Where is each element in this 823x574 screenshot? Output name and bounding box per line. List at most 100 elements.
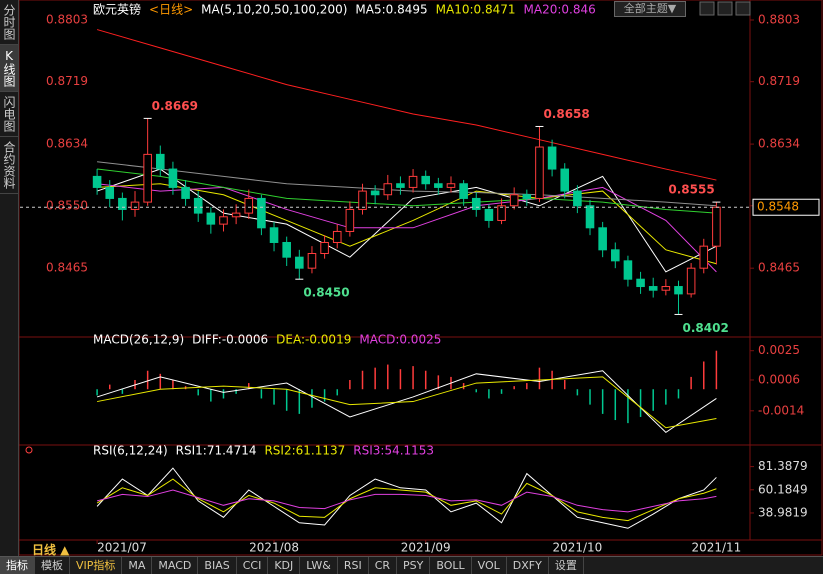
y-tick-label-left: 0.8550	[46, 198, 88, 212]
x-tick-label: 2021/11	[691, 541, 741, 555]
indicator-line	[97, 183, 717, 273]
candle-body	[598, 227, 607, 251]
bottom-tab[interactable]: DXFY	[507, 557, 549, 574]
side-tabs: 分时图 K线图 闪电图 合约资料	[0, 0, 19, 556]
candle-body	[396, 183, 405, 188]
legend-label: MACD(26,12,9)	[93, 333, 184, 347]
legend-label: <日线>	[149, 3, 193, 17]
legend-label: RSI(6,12,24)	[93, 444, 168, 458]
panel-icon	[25, 446, 33, 454]
window-button[interactable]	[699, 1, 715, 16]
y-tick-label: 81.3879	[758, 459, 808, 473]
y-tick-label: 0.8719	[758, 74, 800, 88]
y-tick-label: 38.9819	[758, 505, 808, 519]
candle-body	[143, 153, 152, 203]
candle-body	[648, 286, 658, 291]
bottom-tab[interactable]: RSI	[338, 557, 369, 574]
legend-label: DEA:-0.0019	[276, 333, 351, 347]
legend-label: MA10:0.8471	[436, 3, 516, 17]
side-tab[interactable]: 合约资料	[0, 137, 18, 194]
side-tab[interactable]: 闪电图	[0, 92, 18, 137]
candle-body	[345, 208, 355, 232]
candle-body	[231, 212, 241, 218]
bottom-tab[interactable]: 设置	[549, 557, 584, 574]
side-tab[interactable]: 分时图	[0, 0, 18, 45]
bottom-tab[interactable]: VOL	[472, 557, 507, 574]
bottom-tab[interactable]: CCI	[237, 557, 269, 574]
candle-body	[446, 183, 456, 188]
candle-body	[535, 146, 544, 199]
legend-label: MA20:0.846	[524, 3, 596, 17]
candle-body	[219, 216, 228, 225]
candle-body	[623, 260, 633, 280]
indicator-line	[96, 467, 717, 529]
candle-body	[370, 190, 380, 196]
side-tab[interactable]: K线图	[0, 45, 18, 92]
chart: 0.8803 0.8803 0.8719 0.8719 0.8634 0.8634 0.85…	[18, 0, 823, 556]
plot-frame	[18, 0, 823, 556]
bottom-tab[interactable]: BIAS	[198, 557, 237, 574]
last-price-label: 0.8548	[757, 200, 799, 214]
x-tick-label: 2021/10	[552, 541, 602, 555]
y-tick-label-left: 0.8803	[46, 13, 88, 27]
indicator-line	[96, 489, 717, 513]
extreme-label: 0.8669	[152, 99, 198, 113]
bottom-tab[interactable]: MA	[122, 557, 153, 574]
y-tick-label: 0.8465	[758, 261, 800, 275]
candle-body	[105, 186, 115, 199]
bottom-tab[interactable]: MACD	[152, 557, 199, 574]
extreme-label: 0.8555	[668, 183, 714, 197]
y-tick-label-left: 0.8634	[46, 137, 88, 151]
x-tick-label: 2021/09	[401, 541, 451, 555]
candle-body	[585, 205, 595, 229]
extreme-label: 0.8450	[303, 286, 349, 300]
window-button[interactable]	[717, 1, 733, 16]
candle-body	[332, 230, 342, 243]
candle-body	[509, 194, 519, 207]
legend-label: 欧元英镑	[93, 2, 141, 17]
indicator-line	[96, 168, 717, 273]
x-tick-label: 2021/08	[249, 541, 299, 555]
extreme-label: 0.8658	[543, 107, 589, 121]
candle-body	[358, 190, 367, 210]
y-tick-label: 0.8803	[758, 13, 800, 27]
bottom-tab[interactable]: 指标	[0, 557, 35, 574]
y-tick-label: 0.8634	[758, 137, 800, 151]
candle-body	[471, 197, 481, 210]
indicator-line	[97, 376, 717, 429]
indicator-line	[97, 161, 717, 207]
candle-body	[295, 256, 304, 269]
bottom-tab[interactable]: PSY	[397, 557, 431, 574]
candle-body	[661, 286, 671, 291]
indicator-line	[96, 478, 717, 522]
window-button[interactable]	[735, 1, 751, 16]
indicator-line	[96, 29, 717, 181]
bottom-tab[interactable]: 模板	[35, 557, 70, 574]
legend-label: DIFF:-0.0006	[192, 333, 268, 347]
candle-body	[118, 197, 127, 210]
bottom-tab[interactable]: BOLL	[430, 557, 472, 574]
legend-label: RSI2:61.1137	[264, 444, 345, 458]
bottom-tab[interactable]: KDJ	[268, 557, 301, 574]
candle-body	[92, 175, 102, 188]
indicator-line	[97, 183, 717, 265]
y-tick-label-left: 0.8719	[46, 74, 88, 88]
candle-body	[484, 208, 494, 221]
bottom-tabs: 指标 模板 VIP指标 MA MACD BIAS CCI KDJ LW& RSI CR PSY BOLL…	[0, 556, 823, 574]
candle-body	[257, 197, 266, 229]
candle-body	[130, 201, 140, 210]
period-label[interactable]: 日线 ▲	[32, 543, 70, 557]
candle-body	[181, 186, 190, 199]
last-price-box	[752, 198, 820, 216]
candle-body	[269, 227, 279, 243]
candle-body	[206, 212, 216, 225]
candle-body	[244, 197, 254, 214]
candle-body	[168, 168, 178, 188]
candle-body	[573, 190, 582, 207]
theme-button[interactable]: 全部主题▼	[614, 1, 686, 17]
bottom-tab[interactable]: LW&	[300, 557, 338, 574]
bottom-tab[interactable]: CR	[369, 557, 398, 574]
bottom-tab[interactable]: VIP指标	[70, 557, 123, 574]
candle-body	[282, 241, 291, 258]
